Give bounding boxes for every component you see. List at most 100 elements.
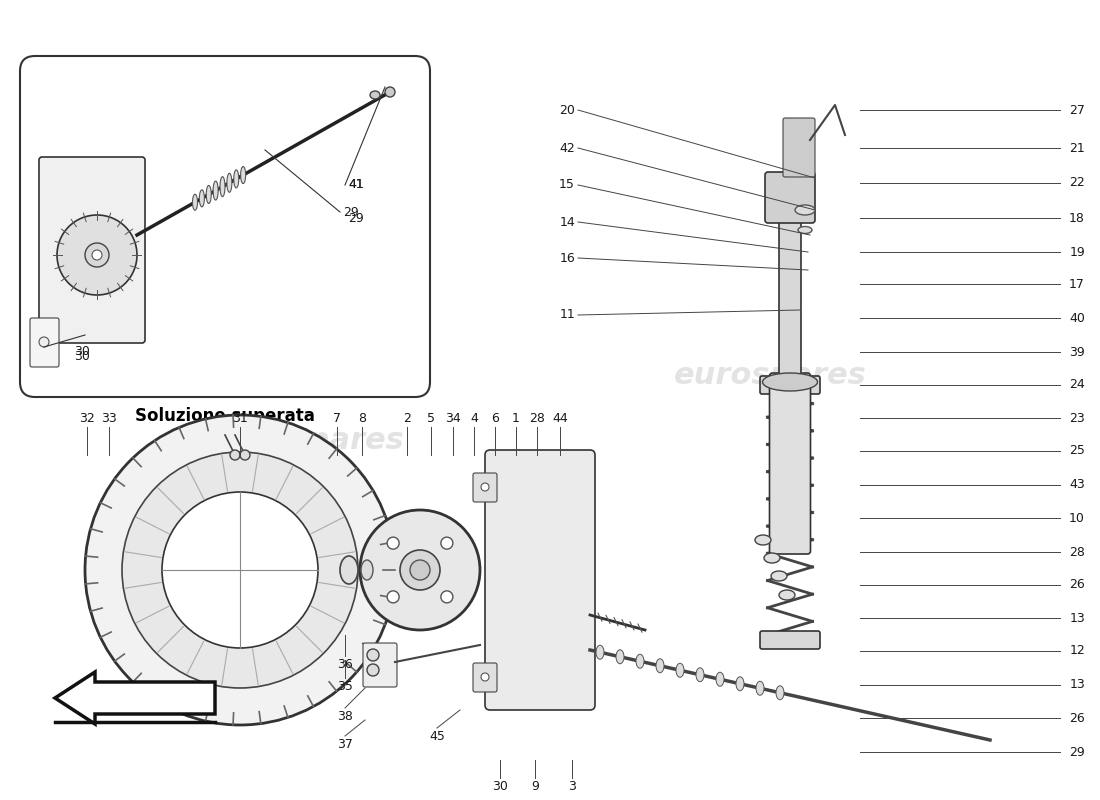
Text: 24: 24	[1069, 378, 1085, 391]
Text: 29: 29	[1069, 746, 1085, 758]
Text: 17: 17	[1069, 278, 1085, 290]
Circle shape	[441, 591, 453, 603]
Text: 14: 14	[559, 215, 575, 229]
Text: 23: 23	[1069, 411, 1085, 425]
FancyBboxPatch shape	[485, 450, 595, 710]
Text: 29: 29	[343, 206, 359, 218]
Text: 7: 7	[333, 412, 341, 425]
Ellipse shape	[370, 91, 379, 99]
Ellipse shape	[241, 166, 245, 183]
Text: 36: 36	[337, 658, 353, 671]
Ellipse shape	[596, 646, 604, 659]
Text: 30: 30	[492, 780, 508, 793]
Text: 28: 28	[529, 412, 544, 425]
Ellipse shape	[696, 668, 704, 682]
FancyBboxPatch shape	[473, 663, 497, 692]
Ellipse shape	[656, 658, 664, 673]
Text: 44: 44	[552, 412, 568, 425]
Ellipse shape	[755, 535, 771, 545]
Ellipse shape	[676, 663, 684, 678]
Text: 15: 15	[559, 178, 575, 191]
Ellipse shape	[798, 226, 812, 234]
FancyBboxPatch shape	[473, 473, 497, 502]
Circle shape	[122, 452, 358, 688]
Circle shape	[240, 450, 250, 460]
Text: 45: 45	[429, 730, 444, 743]
Text: 9: 9	[531, 780, 539, 793]
FancyBboxPatch shape	[363, 643, 397, 687]
Text: 13: 13	[1069, 611, 1085, 625]
FancyBboxPatch shape	[30, 318, 59, 367]
Ellipse shape	[779, 590, 795, 600]
Text: 28: 28	[1069, 546, 1085, 558]
Circle shape	[162, 492, 318, 648]
Ellipse shape	[776, 686, 784, 700]
Circle shape	[367, 649, 380, 661]
Text: 26: 26	[1069, 578, 1085, 591]
FancyBboxPatch shape	[760, 376, 820, 394]
Circle shape	[481, 483, 490, 491]
Circle shape	[481, 673, 490, 681]
Text: 34: 34	[446, 412, 461, 425]
Ellipse shape	[227, 174, 232, 192]
Circle shape	[230, 450, 240, 460]
Text: 30: 30	[74, 350, 90, 363]
Circle shape	[441, 537, 453, 549]
Text: 42: 42	[559, 142, 575, 154]
Ellipse shape	[616, 650, 624, 664]
Circle shape	[85, 415, 395, 725]
FancyArrow shape	[55, 672, 215, 724]
Ellipse shape	[756, 682, 764, 695]
Text: 43: 43	[1069, 478, 1085, 491]
Text: 4: 4	[470, 412, 477, 425]
Text: 25: 25	[1069, 445, 1085, 458]
FancyBboxPatch shape	[779, 213, 801, 387]
Ellipse shape	[736, 677, 744, 690]
Text: 3: 3	[568, 780, 576, 793]
Text: 19: 19	[1069, 246, 1085, 258]
Text: 35: 35	[337, 680, 353, 693]
Text: 2: 2	[403, 412, 411, 425]
Circle shape	[410, 560, 430, 580]
Ellipse shape	[636, 654, 644, 668]
Ellipse shape	[192, 194, 198, 210]
Text: 30: 30	[74, 345, 90, 358]
Ellipse shape	[716, 672, 724, 686]
Ellipse shape	[762, 373, 817, 391]
Circle shape	[39, 337, 50, 347]
Text: 20: 20	[559, 103, 575, 117]
Ellipse shape	[207, 186, 211, 203]
Text: 1: 1	[513, 412, 520, 425]
Text: 8: 8	[358, 412, 366, 425]
Text: 41: 41	[348, 178, 364, 191]
Circle shape	[57, 215, 138, 295]
Text: 10: 10	[1069, 511, 1085, 525]
Ellipse shape	[199, 190, 205, 207]
Circle shape	[385, 87, 395, 97]
Text: 11: 11	[559, 309, 575, 322]
FancyBboxPatch shape	[783, 118, 815, 177]
FancyBboxPatch shape	[770, 373, 811, 554]
Text: 32: 32	[79, 412, 95, 425]
Text: 40: 40	[1069, 311, 1085, 325]
Text: 31: 31	[232, 412, 248, 425]
Ellipse shape	[340, 556, 358, 584]
Circle shape	[387, 591, 399, 603]
Ellipse shape	[220, 177, 225, 197]
Ellipse shape	[233, 170, 239, 188]
Text: 27: 27	[1069, 103, 1085, 117]
Circle shape	[387, 537, 399, 549]
Text: 6: 6	[491, 412, 499, 425]
Ellipse shape	[795, 205, 815, 215]
FancyBboxPatch shape	[39, 157, 145, 343]
Text: 21: 21	[1069, 142, 1085, 154]
Circle shape	[360, 510, 480, 630]
FancyBboxPatch shape	[20, 56, 430, 397]
Text: 37: 37	[337, 738, 353, 751]
Circle shape	[400, 550, 440, 590]
Ellipse shape	[764, 553, 780, 563]
Text: 12: 12	[1069, 645, 1085, 658]
Ellipse shape	[361, 560, 373, 580]
Ellipse shape	[771, 571, 786, 581]
Text: 39: 39	[1069, 346, 1085, 358]
